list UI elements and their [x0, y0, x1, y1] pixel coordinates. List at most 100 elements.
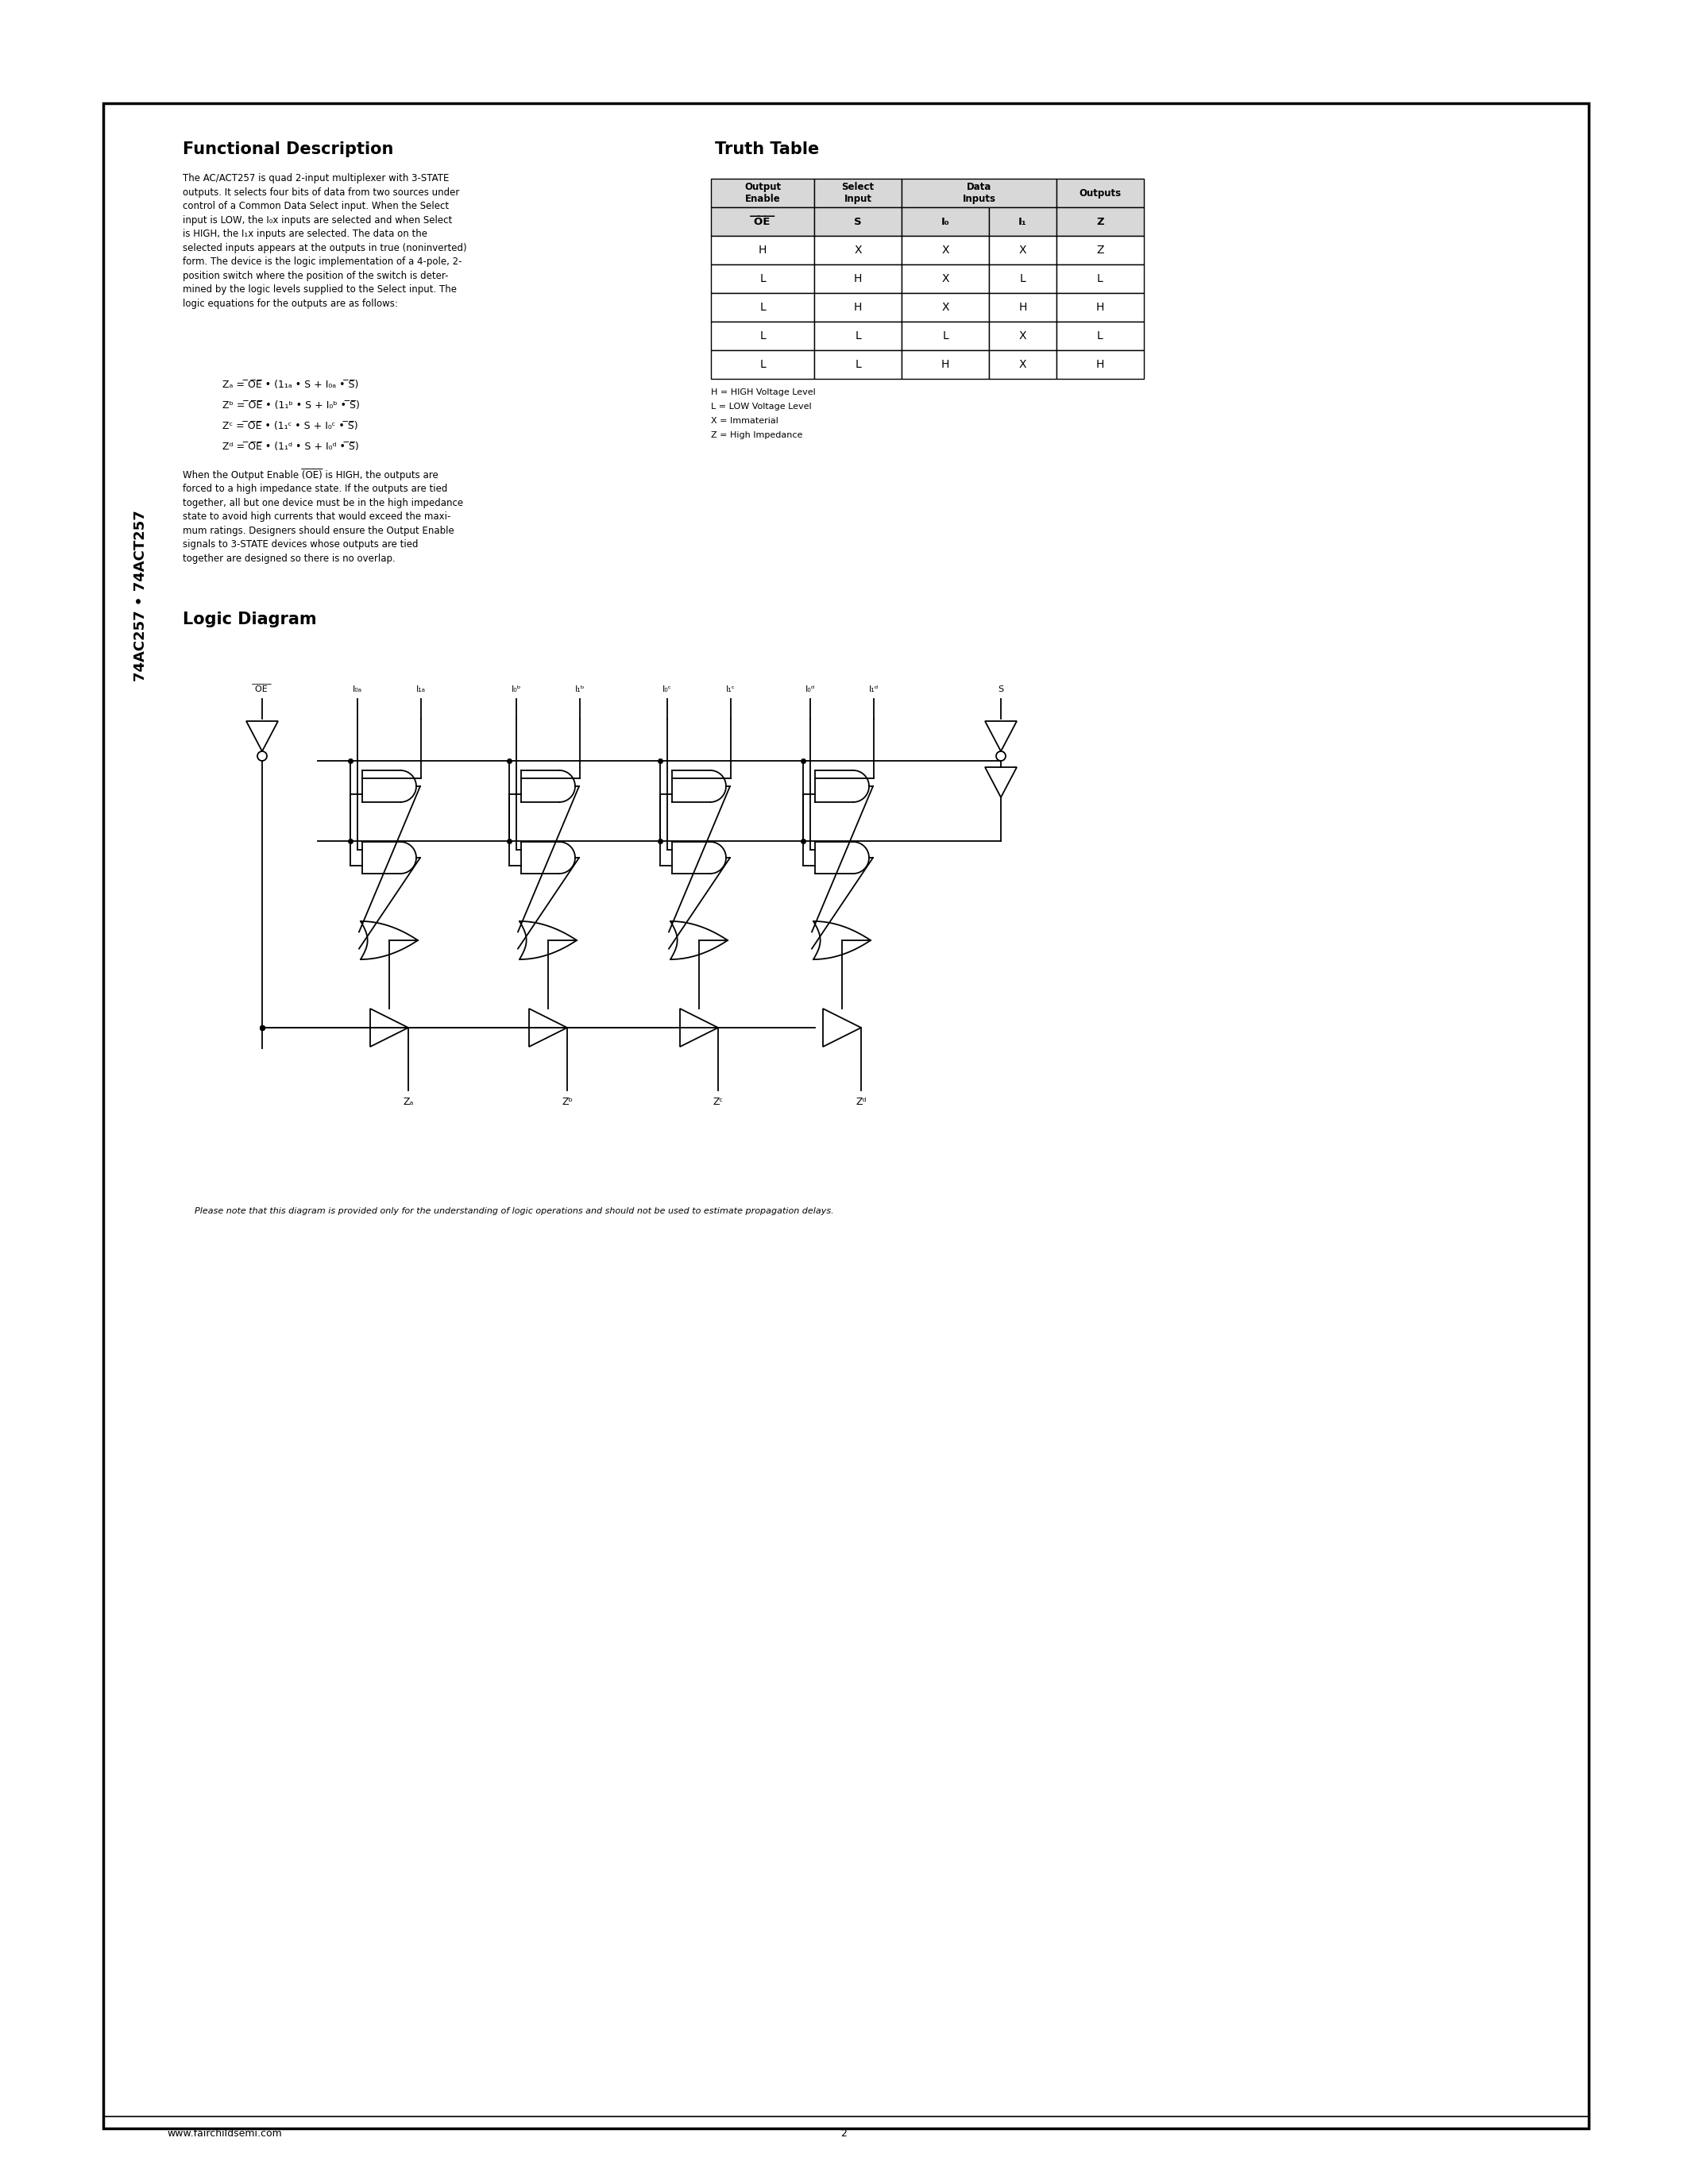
Bar [901, 179, 1057, 207]
Text: H: H [854, 273, 863, 284]
Text: I₁: I₁ [1018, 216, 1026, 227]
Text: Z = High Impedance: Z = High Impedance [711, 430, 802, 439]
Text: I₁ᵈ: I₁ᵈ [869, 686, 879, 692]
Bar [711, 179, 814, 207]
Text: X = Immaterial: X = Immaterial [711, 417, 778, 426]
Text: The AC/ACT257 is quad 2-input multiplexer with 3-STATE
outputs. It selects four : The AC/ACT257 is quad 2-input multiplexe… [182, 173, 468, 308]
Bar [989, 293, 1057, 321]
Text: L: L [854, 330, 861, 341]
Text: Logic Diagram: Logic Diagram [182, 612, 317, 627]
Bar [1057, 207, 1144, 236]
Text: L: L [760, 358, 766, 369]
Text: H: H [942, 358, 949, 369]
Bar [989, 236, 1057, 264]
Bar [1057, 264, 1144, 293]
Bar [1057, 321, 1144, 349]
Bar [711, 293, 814, 321]
Bar [901, 349, 989, 378]
Text: H: H [1018, 301, 1026, 312]
Bar [711, 321, 814, 349]
Bar [1057, 349, 1144, 378]
Text: I₁ᶜ: I₁ᶜ [726, 686, 736, 692]
Bar [814, 179, 901, 207]
Text: ͞O͞E͞: ͞O͞E͞ [257, 686, 268, 692]
Bar [1057, 236, 1144, 264]
Text: www.fairchildsemi.com: www.fairchildsemi.com [167, 2129, 282, 2138]
Text: Zₐ: Zₐ [403, 1096, 414, 1107]
Text: L: L [760, 301, 766, 312]
Text: Outputs: Outputs [1079, 188, 1121, 199]
Bar [814, 321, 901, 349]
Text: L: L [760, 273, 766, 284]
Text: I₀ᵇ: I₀ᵇ [511, 686, 522, 692]
Text: X: X [854, 245, 861, 256]
Bar [901, 293, 989, 321]
Bar [901, 236, 989, 264]
Text: I₁ₐ: I₁ₐ [417, 686, 425, 692]
Bar [814, 207, 901, 236]
Text: 2: 2 [841, 2129, 847, 2138]
Text: Select
Input: Select Input [842, 181, 874, 203]
Text: Please note that this diagram is provided only for the understanding of logic op: Please note that this diagram is provide… [194, 1208, 834, 1214]
Text: L: L [1020, 273, 1026, 284]
Bar [989, 264, 1057, 293]
Text: X: X [1020, 330, 1026, 341]
Text: H: H [1096, 301, 1104, 312]
Text: Zᶜ = ̅O̅E̅ • (1₁ᶜ • S + I₀ᶜ • ̅S̅): Zᶜ = ̅O̅E̅ • (1₁ᶜ • S + I₀ᶜ • ̅S̅) [223, 422, 358, 430]
Text: I₀: I₀ [942, 216, 949, 227]
Bar [814, 293, 901, 321]
Text: S: S [854, 216, 863, 227]
Text: Z: Z [1097, 245, 1104, 256]
Text: Zᵈ: Zᵈ [856, 1096, 866, 1107]
Text: L: L [854, 358, 861, 369]
Bar [711, 207, 814, 236]
Text: L: L [1097, 330, 1104, 341]
Text: X: X [1020, 358, 1026, 369]
Text: L: L [942, 330, 949, 341]
Text: H: H [854, 301, 863, 312]
Text: X: X [942, 273, 949, 284]
Bar [103, 103, 1588, 2129]
Bar [814, 264, 901, 293]
Bar [901, 207, 989, 236]
Text: I₀ᵈ: I₀ᵈ [805, 686, 815, 692]
Bar [901, 264, 989, 293]
Text: Zₐ = ̅O̅E̅ • (1₁ₐ • S + I₀ₐ • ̅S̅): Zₐ = ̅O̅E̅ • (1₁ₐ • S + I₀ₐ • ̅S̅) [223, 380, 358, 391]
Bar [1057, 293, 1144, 321]
Bar [711, 264, 814, 293]
Text: L: L [1097, 273, 1104, 284]
Text: ͞O͞E͞: ͞O͞E͞ [755, 216, 771, 227]
Text: Truth Table: Truth Table [716, 142, 819, 157]
Bar [989, 321, 1057, 349]
Bar [1057, 179, 1144, 207]
Text: Data
Inputs: Data Inputs [962, 181, 996, 203]
Text: Zᵇ = ̅O̅E̅ • (1₁ᵇ • S + I₀ᵇ • ̅S̅): Zᵇ = ̅O̅E̅ • (1₁ᵇ • S + I₀ᵇ • ̅S̅) [223, 400, 360, 411]
Bar [711, 349, 814, 378]
Text: H: H [1096, 358, 1104, 369]
Text: H = HIGH Voltage Level: H = HIGH Voltage Level [711, 389, 815, 395]
Text: L = LOW Voltage Level: L = LOW Voltage Level [711, 402, 812, 411]
Text: H: H [758, 245, 766, 256]
Text: L: L [760, 330, 766, 341]
Text: Z: Z [1097, 216, 1104, 227]
Text: X: X [942, 301, 949, 312]
Text: X: X [942, 245, 949, 256]
Text: Zᶜ: Zᶜ [712, 1096, 722, 1107]
Text: I₀ᶜ: I₀ᶜ [662, 686, 672, 692]
Text: I₁ᵇ: I₁ᵇ [576, 686, 584, 692]
Bar [814, 236, 901, 264]
Bar [711, 236, 814, 264]
Bar [989, 349, 1057, 378]
Text: Zᵇ: Zᵇ [562, 1096, 572, 1107]
Text: Functional Description: Functional Description [182, 142, 393, 157]
Bar [989, 207, 1057, 236]
Bar [814, 349, 901, 378]
Text: I₀ₐ: I₀ₐ [353, 686, 363, 692]
Bar [901, 321, 989, 349]
Text: When the Output Enable (͞O͞E͞) is HIGH, the outputs are
forced to a high impedan: When the Output Enable (͞O͞E͞) is HIGH, … [182, 470, 463, 563]
Text: X: X [1020, 245, 1026, 256]
Text: S: S [998, 686, 1004, 692]
Text: 74AC257 • 74ACT257: 74AC257 • 74ACT257 [133, 511, 149, 681]
Text: Zᵈ = ̅O̅E̅ • (1₁ᵈ • S + I₀ᵈ • ̅S̅): Zᵈ = ̅O̅E̅ • (1₁ᵈ • S + I₀ᵈ • ̅S̅) [223, 441, 360, 452]
Text: Output
Enable: Output Enable [744, 181, 782, 203]
